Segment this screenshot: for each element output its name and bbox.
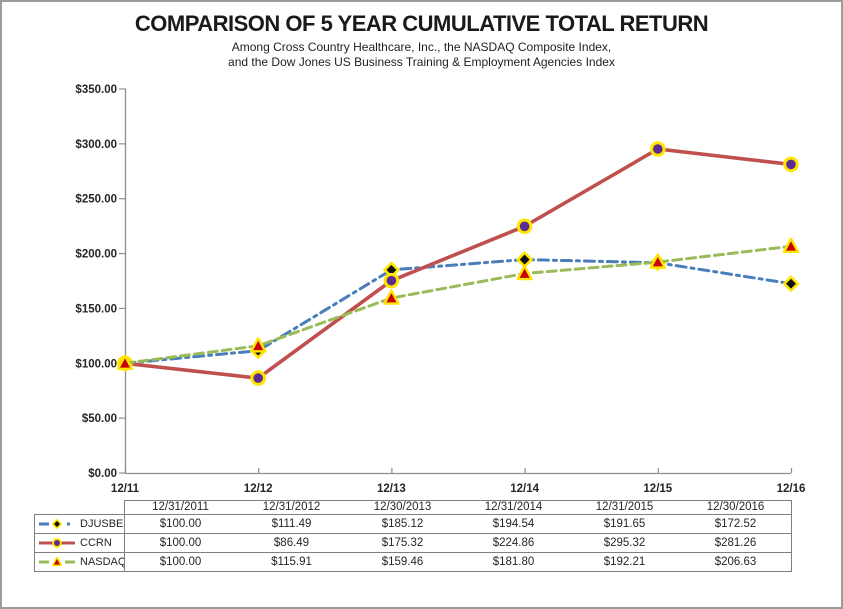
y-tick-label: $250.00 bbox=[75, 194, 117, 206]
x-tick-label: 12/14 bbox=[510, 483, 539, 495]
y-tick-label: $200.00 bbox=[75, 249, 117, 261]
marker-triangle bbox=[51, 556, 63, 567]
marker-circle bbox=[52, 538, 62, 548]
date-header-cell: 12/31/2015 bbox=[595, 501, 654, 513]
marker-circle bbox=[650, 141, 666, 157]
y-tick-label: $50.00 bbox=[82, 413, 117, 425]
x-tick-label: 12/15 bbox=[643, 483, 672, 495]
marker-circle bbox=[516, 218, 533, 235]
value-cell: $194.54 bbox=[492, 518, 535, 530]
marker-circle bbox=[250, 370, 267, 386]
y-tick-label: $350.00 bbox=[75, 84, 117, 96]
series-line-nasdaq bbox=[123, 244, 793, 365]
marker-triangle bbox=[649, 253, 666, 269]
date-header-cell: 12/30/2016 bbox=[706, 501, 765, 513]
legend-label: NASDAQ bbox=[80, 556, 127, 568]
date-header-cell: 12/31/2012 bbox=[262, 501, 321, 513]
y-tick-label: $0.00 bbox=[88, 468, 117, 480]
y-tick-label: $100.00 bbox=[75, 358, 117, 370]
value-cell: $111.49 bbox=[271, 518, 312, 530]
value-cell: $281.26 bbox=[714, 537, 757, 549]
legend-row-djusbe: DJUSBE bbox=[35, 515, 124, 534]
marker-diamond bbox=[51, 518, 63, 530]
diamond-legend-key-icon bbox=[39, 518, 70, 530]
value-cell: $100.00 bbox=[159, 537, 202, 549]
value-cell: $100.00 bbox=[159, 556, 202, 568]
legend-row-nasdaq: NASDAQ bbox=[35, 553, 127, 571]
chart-subtitle-line1: Among Cross Country Healthcare, Inc., th… bbox=[231, 40, 612, 54]
value-cell: $115.91 bbox=[271, 556, 312, 568]
y-tick-label: $300.00 bbox=[75, 139, 117, 151]
legend-label: CCRN bbox=[80, 537, 112, 549]
x-tick-label: 12/13 bbox=[377, 483, 406, 495]
data-table: 12/31/2011 12/31/2012 12/30/2013 12/31/2014… bbox=[124, 500, 792, 572]
x-tick-label: 12/11 bbox=[111, 483, 140, 495]
marker-triangle bbox=[249, 337, 267, 353]
legend-row-ccrn: CCRN bbox=[35, 534, 124, 553]
marker-diamond bbox=[782, 275, 800, 293]
x-tick-label: 12/12 bbox=[244, 483, 273, 495]
marker-triangle bbox=[516, 264, 533, 281]
value-cell: $159.46 bbox=[381, 556, 424, 568]
table-row-nasdaq: $100.00 $115.91 $159.46 $181.80 $192.21 $206.… bbox=[125, 553, 791, 571]
value-cell: $175.32 bbox=[381, 537, 424, 549]
chart-subtitle-line2: and the Dow Jones US Business Training &… bbox=[228, 55, 615, 69]
circle-legend-key-icon bbox=[39, 538, 75, 548]
value-cell: $172.52 bbox=[714, 518, 757, 530]
x-tick-label: 12/16 bbox=[777, 483, 806, 495]
table-header-row: 12/31/2011 12/31/2012 12/30/2013 12/31/2014… bbox=[125, 501, 791, 515]
value-cell: $295.32 bbox=[603, 537, 646, 549]
series-legend: DJUSBE CCRN NASDAQ bbox=[34, 514, 127, 572]
table-row-djusbe: $100.00 $111.49 $185.12 $194.54 $191.65 $172.… bbox=[125, 515, 791, 534]
value-cell: $224.86 bbox=[492, 537, 535, 549]
table-row-ccrn: $100.00 $86.49 $175.32 $224.86 $295.32 $281.2… bbox=[125, 534, 791, 553]
triangle-legend-key-icon bbox=[39, 556, 75, 567]
value-cell: $100.00 bbox=[159, 518, 202, 530]
marker-circle bbox=[783, 156, 799, 173]
value-cell: $206.63 bbox=[714, 556, 757, 568]
value-cell: $191.65 bbox=[603, 518, 646, 530]
marker-triangle bbox=[782, 237, 800, 253]
date-header-cell: 12/31/2011 bbox=[152, 501, 209, 513]
value-cell: $181.80 bbox=[492, 556, 535, 568]
marker-triangle bbox=[116, 354, 134, 370]
legend-label: DJUSBE bbox=[80, 518, 124, 530]
y-tick-label: $150.00 bbox=[75, 303, 117, 315]
value-cell: $86.49 bbox=[273, 537, 310, 549]
marker-diamond bbox=[515, 250, 534, 269]
date-header-cell: 12/31/2014 bbox=[484, 501, 543, 513]
value-cell: $192.21 bbox=[603, 556, 646, 568]
series-line-ccrn bbox=[123, 147, 793, 380]
chart-title: COMPARISON OF 5 YEAR CUMULATIVE TOTAL RE… bbox=[134, 11, 709, 36]
value-cell: $185.12 bbox=[381, 518, 424, 530]
marker-circle bbox=[383, 272, 400, 289]
marker-triangle bbox=[383, 289, 400, 305]
date-header-cell: 12/30/2013 bbox=[373, 501, 432, 513]
series-line-djusbe bbox=[123, 258, 793, 365]
